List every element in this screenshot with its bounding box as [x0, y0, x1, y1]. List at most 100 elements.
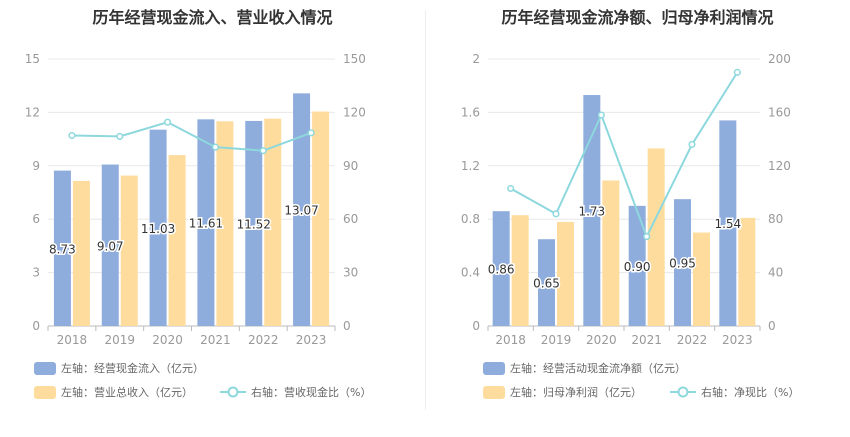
panel-divider	[425, 10, 426, 410]
legend-label: 右轴：净现比（%）	[701, 386, 800, 399]
bar-series-1	[674, 199, 691, 326]
bar-series-2	[557, 221, 574, 326]
y-tick-label-right: 160	[768, 105, 791, 119]
legend-label: 左轴：经营活动现金流净额（亿元）	[510, 362, 686, 375]
legend-label: 左轴：营业总收入（亿元）	[61, 386, 193, 399]
line-point	[688, 140, 696, 148]
y-tick-label-right: 120	[343, 105, 366, 119]
data-label: 0.65	[533, 277, 560, 291]
x-tick-label: 2019	[541, 333, 572, 347]
bar-series-2	[693, 232, 710, 326]
y-tick-label-right: 0	[343, 319, 351, 333]
chart-title: 历年经营现金流入、营业收入情况	[92, 8, 333, 27]
chart-panel-cash-inflow: 历年经营现金流入、营业收入情况 0 0 3 30 6 60 9 90 12 120 15 150 201…	[25, 8, 372, 400]
x-tick-label: 2022	[677, 333, 708, 347]
data-label: 1.73	[578, 205, 605, 219]
bar-series-2	[168, 155, 186, 326]
line-series	[71, 121, 312, 152]
legend-label: 右轴：营收现金比（%）	[251, 386, 372, 399]
x-tick-label: 2023	[722, 333, 753, 347]
bar-series-2	[120, 175, 138, 326]
y-tick-label-left: 1.2	[461, 159, 480, 173]
legend-item-series-1[interactable]: 左轴：经营现金流入（亿元）	[34, 360, 204, 376]
bar-series-2	[511, 215, 529, 326]
legend-item-series-2[interactable]: 左轴：营业总收入（亿元）	[34, 384, 193, 400]
chart-panel-net-cash: 历年经营现金流净额、归母净利润情况 0 0 0.4 40 0.8 80 1.2 120 1.6 1…	[425, 0, 850, 437]
line-point	[164, 118, 172, 126]
y-tick-label-right: 40	[768, 266, 783, 280]
bar-series-1	[628, 205, 646, 326]
y-tick-label-left: 0	[32, 319, 40, 333]
line-point	[68, 131, 76, 140]
bar-series-2	[738, 217, 756, 326]
x-tick-label: 2020	[586, 333, 617, 347]
x-tick-label: 2021	[631, 333, 662, 347]
legend-swatch-bar2	[34, 385, 56, 399]
x-tick-label: 2023	[296, 333, 327, 347]
bar-series-2	[264, 118, 282, 326]
line-series	[510, 71, 739, 240]
y-tick-label-left: 6	[32, 212, 40, 226]
line-point	[597, 111, 605, 119]
data-label: 13.07	[284, 204, 318, 218]
chart-plot-area: 0 0 0.4 40 0.8 80 1.2 120 1.6 160 2 200 2018 2019 2020…	[461, 52, 791, 347]
x-tick-label: 2020	[152, 333, 183, 347]
y-tick-label-left: 9	[32, 159, 40, 173]
data-label: 0.95	[669, 257, 696, 271]
y-tick-label-left: 0.8	[461, 212, 480, 226]
y-tick-label-right: 200	[768, 52, 791, 66]
data-label: 11.61	[189, 217, 223, 231]
legend-swatch-bar1	[483, 361, 505, 375]
legend-item-series-3[interactable]: 右轴：净现比（%）	[670, 384, 799, 400]
line-point	[259, 147, 267, 155]
y-tick-label-left: 3	[32, 266, 40, 280]
y-tick-label-right: 0	[768, 319, 776, 333]
y-tick-label-right: 90	[343, 159, 358, 173]
legend-label: 左轴：归母净利润（亿元）	[510, 386, 642, 399]
data-label: 8.73	[49, 242, 76, 256]
y-tick-label-left: 0	[472, 319, 480, 333]
y-tick-label-left: 2	[472, 52, 480, 66]
bar-series-1	[101, 164, 119, 326]
legend-swatch-bar2	[483, 385, 505, 399]
bar-series-2	[312, 111, 330, 326]
bar-series-1	[53, 170, 71, 326]
y-tick-label-right: 30	[343, 266, 358, 280]
x-tick-label: 2022	[248, 333, 279, 347]
legend-item-series-2[interactable]: 左轴：归母净利润（亿元）	[483, 384, 642, 400]
bar-series-1	[492, 211, 510, 326]
bar-series-2	[216, 121, 234, 326]
x-tick-label: 2018	[495, 333, 526, 347]
x-tick-label: 2018	[57, 333, 88, 347]
y-tick-label-right: 60	[343, 212, 358, 226]
legend-line-icon	[220, 386, 246, 398]
legend-line-icon	[670, 386, 696, 398]
line-point	[552, 210, 560, 218]
legend-item-series-1[interactable]: 左轴：经营活动现金流净额（亿元）	[483, 360, 686, 376]
line-point	[643, 233, 651, 241]
y-tick-label-left: 12	[25, 105, 40, 119]
bar-series-2	[647, 148, 665, 326]
x-tick-label: 2019	[104, 333, 135, 347]
y-tick-label-left: 1.6	[461, 105, 480, 119]
y-tick-label-right: 150	[343, 52, 366, 66]
data-label: 0.86	[488, 263, 515, 277]
bar-series-1	[245, 120, 263, 326]
bar-series-1	[538, 239, 555, 326]
data-label: 1.54	[714, 217, 741, 231]
line-point	[116, 132, 124, 140]
data-label: 0.90	[624, 260, 651, 274]
line-point	[211, 143, 219, 151]
chart-plot-area: 0 0 3 30 6 60 9 90 12 120 15 150 2018 2019 2020 2021 202…	[25, 52, 366, 347]
bar-series-1	[197, 119, 215, 326]
legend-item-series-3[interactable]: 右轴：营收现金比（%）	[220, 384, 371, 400]
y-tick-label-right: 120	[768, 159, 791, 173]
y-tick-label-right: 80	[768, 212, 783, 226]
y-tick-label-left: 0.4	[461, 266, 480, 280]
bar-series-2	[602, 180, 620, 326]
bar-series-1	[583, 95, 601, 326]
bar-series-1	[719, 120, 737, 326]
bar-series-1	[149, 129, 167, 326]
line-point	[307, 129, 315, 137]
